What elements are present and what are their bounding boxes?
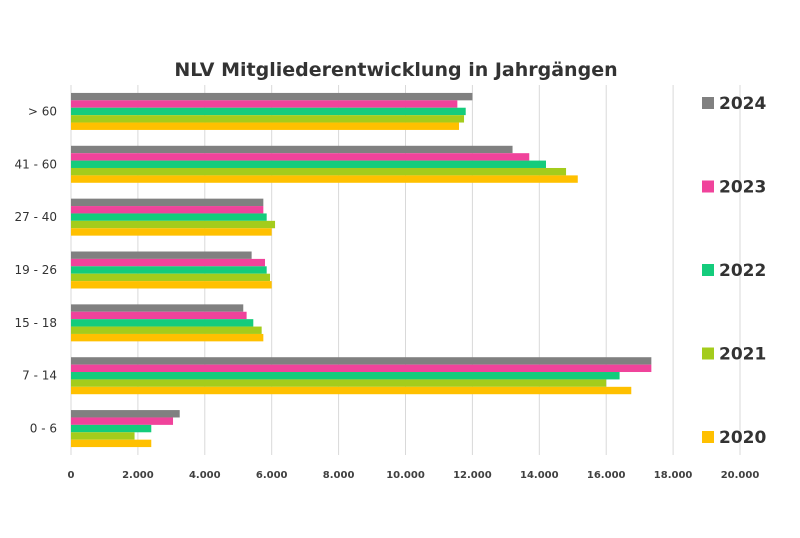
bar-2022-4 <box>71 319 254 327</box>
legend-swatch-2023 <box>702 180 714 193</box>
bar-2021-2 <box>71 220 276 229</box>
legend-label-2020: 2020 <box>719 428 766 448</box>
bar-2022-6 <box>71 424 152 433</box>
x-tick-label: 12.000 <box>453 470 492 481</box>
bar-2023-6 <box>71 417 174 425</box>
bar-2020-3 <box>71 281 272 289</box>
x-tick-label: 18.000 <box>654 470 693 481</box>
bar-2021-5 <box>71 379 607 387</box>
bar-2020-2 <box>71 228 272 236</box>
bar-2024-3 <box>71 251 252 259</box>
bar-2022-5 <box>71 372 620 380</box>
x-tick-label: 6.000 <box>256 470 288 481</box>
bar-2023-3 <box>71 258 266 267</box>
bar-2022-3 <box>71 266 267 274</box>
bar-2021-4 <box>71 326 262 334</box>
legend-label-2023: 2023 <box>719 178 766 198</box>
bar-2020-4 <box>71 333 264 342</box>
bar-2022-0 <box>71 107 466 116</box>
x-tick-label: 0 <box>68 470 75 481</box>
y-category-label: 7 - 14 <box>22 369 57 383</box>
bar-2020-5 <box>71 386 632 395</box>
bar-2024-4 <box>71 304 244 312</box>
bar-2023-5 <box>71 364 652 373</box>
x-tick-label: 8.000 <box>323 470 355 481</box>
legend-swatch-2020 <box>702 431 714 443</box>
bars <box>71 92 652 448</box>
y-category-label: 27 - 40 <box>15 210 58 224</box>
bar-2020-1 <box>71 175 578 183</box>
x-tick-label: 20.000 <box>721 470 760 481</box>
bar-2023-0 <box>71 100 458 108</box>
bar-2021-0 <box>71 115 465 123</box>
y-category-label: 41 - 60 <box>15 157 58 171</box>
legend-swatch-2021 <box>702 347 714 360</box>
x-tick-label: 4.000 <box>189 470 221 481</box>
bar-2024-6 <box>71 410 180 418</box>
bar-2023-2 <box>71 206 264 214</box>
bar-2020-6 <box>71 439 152 448</box>
legend-label-2022: 2022 <box>719 261 766 281</box>
bar-2022-1 <box>71 160 546 168</box>
legend-swatch-2024 <box>702 97 714 109</box>
y-category-label: 0 - 6 <box>30 422 57 436</box>
bar-2024-0 <box>71 92 473 101</box>
bar-2023-1 <box>71 153 530 161</box>
chart-title: NLV Mitgliederentwicklung in Jahrgängen <box>174 59 617 81</box>
legend: 2024 2023 2022 2021 2020 <box>702 94 766 448</box>
legend-label-2021: 2021 <box>719 345 766 365</box>
x-tick-label: 2.000 <box>122 470 154 481</box>
bar-2022-2 <box>71 213 267 221</box>
x-tick-label: 16.000 <box>587 470 626 481</box>
x-tick-label: 14.000 <box>520 470 559 481</box>
bar-2024-2 <box>71 198 264 207</box>
x-axis-ticks: 0 2.000 4.000 6.000 8.000 10.000 12.000 14.000 1… <box>68 470 760 481</box>
legend-label-2024: 2024 <box>719 94 766 114</box>
bar-2021-6 <box>71 432 135 440</box>
bar-2023-4 <box>71 311 247 320</box>
bar-2024-5 <box>71 357 652 365</box>
y-axis-categories: > 60 41 - 60 27 - 40 19 - 26 15 - 18 7 - 14 0 … <box>15 104 58 435</box>
y-category-label: 15 - 18 <box>15 316 58 330</box>
bar-2024-1 <box>71 145 513 154</box>
x-tick-label: 10.000 <box>386 470 425 481</box>
bar-2020-0 <box>71 122 460 130</box>
bar-2021-1 <box>71 167 567 176</box>
bar-2021-3 <box>71 273 271 282</box>
legend-swatch-2022 <box>702 264 714 276</box>
y-category-label: > 60 <box>28 104 57 118</box>
y-category-label: 19 - 26 <box>15 263 58 277</box>
